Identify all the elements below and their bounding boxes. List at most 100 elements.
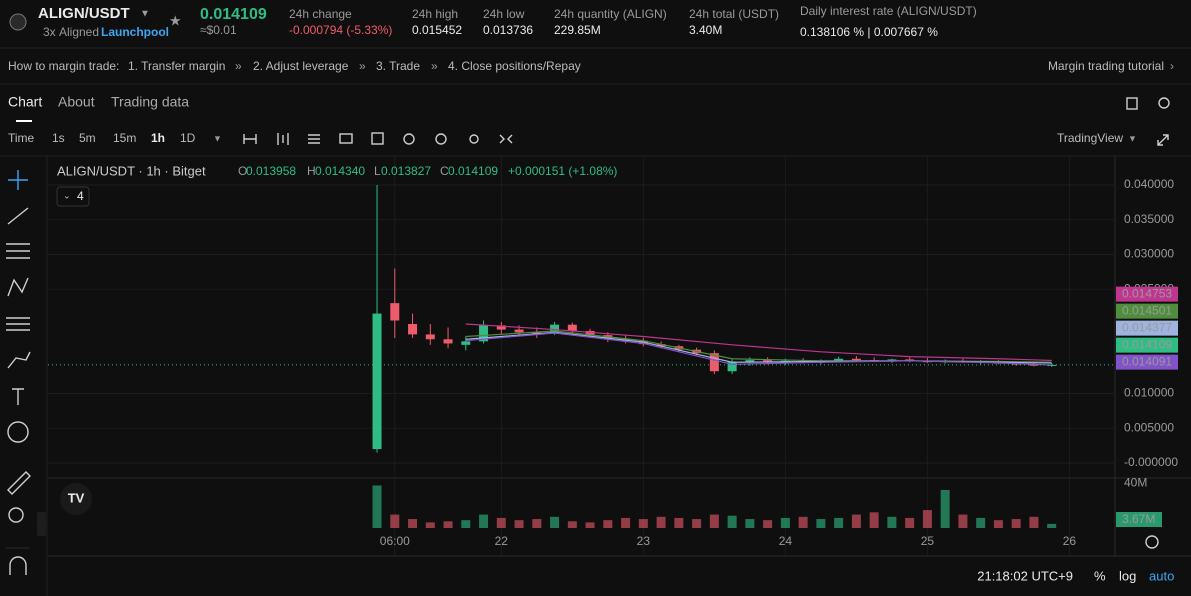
price-tag-label: 0.014091 xyxy=(1122,354,1172,368)
tool[interactable] xyxy=(12,388,24,405)
symbol[interactable]: ALIGN/USDT xyxy=(38,5,130,22)
candle-body xyxy=(1047,364,1057,366)
candle-body xyxy=(851,358,861,361)
ohlc-value: 0.014340 xyxy=(315,164,365,178)
icon[interactable] xyxy=(308,134,320,144)
candle-body xyxy=(905,359,915,361)
candle-body xyxy=(514,329,524,333)
expand-icon[interactable] xyxy=(1157,134,1169,146)
ohlc-label: H xyxy=(307,164,316,178)
icon[interactable] xyxy=(469,134,479,144)
price-tag xyxy=(1116,320,1178,336)
candle-body xyxy=(372,313,382,450)
interval[interactable]: 1s xyxy=(52,131,65,145)
favorite-star[interactable]: ★ xyxy=(169,13,182,29)
candle-body xyxy=(532,332,542,334)
x-tick-label: 23 xyxy=(637,534,651,548)
scale-button[interactable]: auto xyxy=(1149,568,1174,583)
tag[interactable]: Launchpool xyxy=(101,25,169,39)
tool[interactable] xyxy=(8,170,28,190)
tool[interactable] xyxy=(6,243,30,259)
y-tick-label: 0.040000 xyxy=(1124,177,1174,191)
icon[interactable] xyxy=(403,133,415,145)
interval[interactable]: 5m xyxy=(79,131,96,145)
volume-bar xyxy=(851,514,861,528)
ohlc-value: 0.014109 xyxy=(448,164,498,178)
tool[interactable] xyxy=(7,207,29,225)
settings-icon[interactable] xyxy=(1145,535,1159,549)
tutorial-link[interactable]: Margin trading tutorial xyxy=(1048,59,1164,73)
volume-bar xyxy=(390,514,400,528)
tool[interactable] xyxy=(6,317,30,331)
price-tag xyxy=(1116,337,1178,353)
candle-body xyxy=(496,325,506,330)
tool[interactable] xyxy=(8,507,24,523)
ohlc-label: C xyxy=(440,164,449,178)
separator: » xyxy=(431,59,438,73)
tool[interactable] xyxy=(7,471,31,495)
volume-bar xyxy=(816,519,826,528)
separator: » xyxy=(235,59,242,73)
icon[interactable] xyxy=(243,134,257,144)
candle-body xyxy=(727,361,737,372)
x-tick-label: 24 xyxy=(779,534,793,548)
volume-bar xyxy=(745,519,755,528)
volume-bar xyxy=(585,522,595,528)
calc-icon[interactable] xyxy=(1126,97,1138,110)
x-tick-label: 22 xyxy=(495,534,509,548)
tool[interactable] xyxy=(9,556,27,575)
volume-bar xyxy=(958,514,968,528)
candle-body xyxy=(425,334,435,340)
moving-average xyxy=(465,332,1052,366)
candle-body xyxy=(567,324,577,331)
tool[interactable] xyxy=(7,351,31,369)
guide-step[interactable]: 1. Transfer margin xyxy=(128,59,225,73)
stat-label: Daily interest rate (ALIGN/USDT) xyxy=(800,4,977,18)
guide-step[interactable]: 2. Adjust leverage xyxy=(253,59,349,73)
candle-body xyxy=(709,353,719,372)
y-tick-label: 0.005000 xyxy=(1124,420,1174,434)
bell-icon[interactable] xyxy=(1158,97,1170,109)
stat-value: 3.40M xyxy=(689,23,722,37)
volume-bar xyxy=(603,520,613,528)
interval[interactable]: 1D xyxy=(180,131,196,145)
view-caret[interactable]: ▼ xyxy=(1128,133,1137,143)
symbol-caret[interactable]: ▼ xyxy=(140,9,150,20)
leverage: 3x xyxy=(43,25,56,39)
icon[interactable] xyxy=(371,132,384,145)
candle-body xyxy=(745,360,755,362)
tool[interactable] xyxy=(7,421,29,443)
candle-body xyxy=(479,325,489,342)
tab[interactable]: About xyxy=(58,94,95,110)
volume-bar xyxy=(1011,519,1021,528)
indicator-toggle[interactable] xyxy=(56,186,90,207)
stat-value: 0.013736 xyxy=(483,23,533,37)
guide-step[interactable]: 4. Close positions/Repay xyxy=(448,59,581,73)
last-price: 0.014109 xyxy=(200,6,267,23)
price-tag-label: 0.014377 xyxy=(1122,320,1172,334)
ohlc-value: 0.013827 xyxy=(381,164,431,178)
x-tick-label: 25 xyxy=(921,534,935,548)
candle-body xyxy=(408,323,418,335)
scale-button[interactable]: log xyxy=(1119,568,1136,583)
price-usd: ≈$0.01 xyxy=(200,23,237,37)
interval-caret[interactable]: ▼ xyxy=(213,133,222,143)
candle-body xyxy=(443,339,453,344)
volume-bar xyxy=(905,517,915,528)
icon[interactable] xyxy=(499,134,513,144)
tab[interactable]: Chart xyxy=(8,94,42,110)
chart-view[interactable]: TradingView xyxy=(1057,131,1123,145)
guide-step[interactable]: 3. Trade xyxy=(376,59,420,73)
icon[interactable] xyxy=(339,133,353,144)
interval-active[interactable]: 1h xyxy=(151,131,165,145)
tab[interactable]: Trading data xyxy=(111,94,189,110)
interval[interactable]: 15m xyxy=(113,131,136,145)
volume-bar xyxy=(940,489,950,528)
price-tag-label: 0.014753 xyxy=(1122,286,1172,300)
scale-button[interactable]: % xyxy=(1094,568,1106,583)
collapse-toggle[interactable] xyxy=(37,512,46,536)
tool[interactable] xyxy=(7,277,29,297)
icon[interactable] xyxy=(435,133,447,145)
icon[interactable] xyxy=(277,133,289,145)
